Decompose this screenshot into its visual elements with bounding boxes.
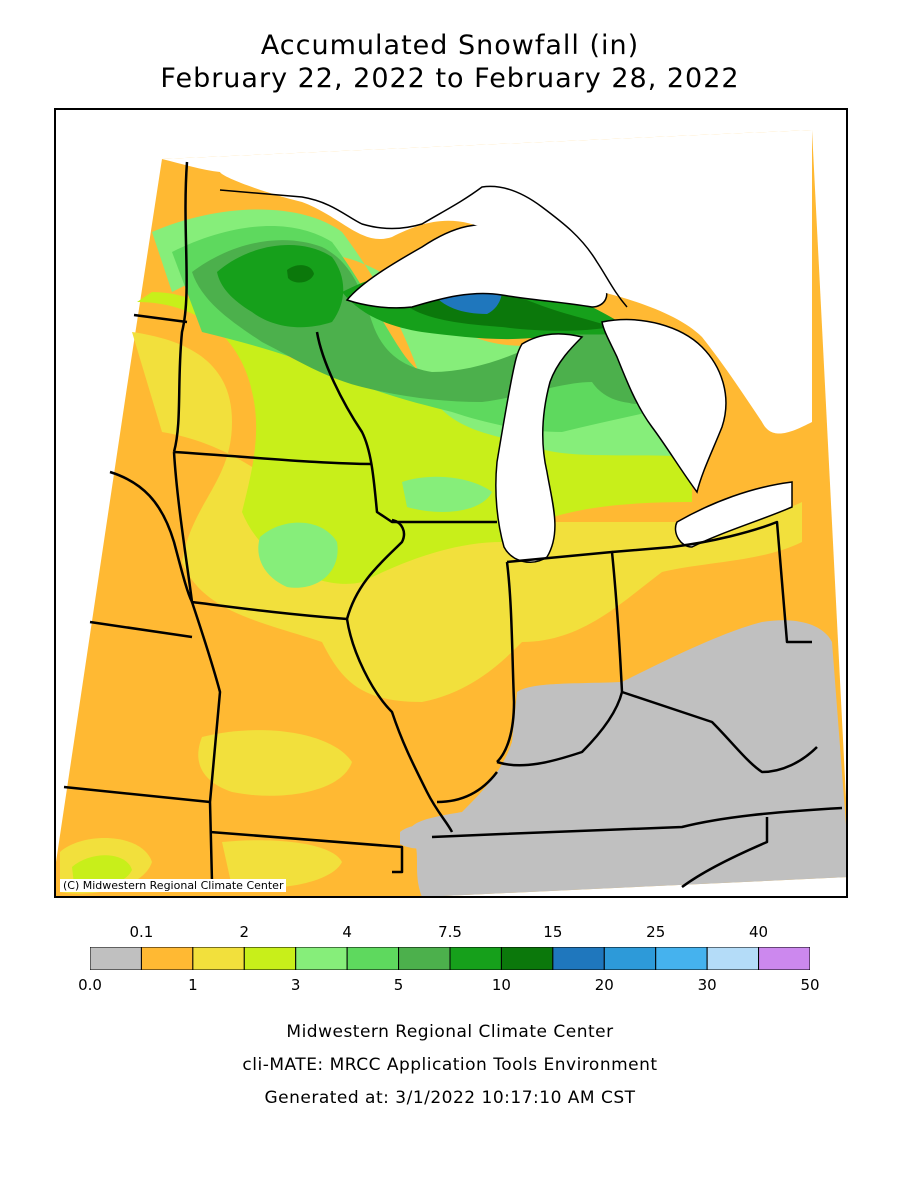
snow-band-1-2 — [132, 332, 802, 702]
legend-swatch — [500, 947, 554, 970]
snow-band-10-15 — [287, 265, 314, 283]
snow-band-75-10 — [217, 245, 344, 328]
lake-erie — [674, 481, 793, 548]
map-canvas — [56, 130, 846, 896]
legend-bottom-label: 30 — [697, 976, 717, 994]
legend-swatch — [603, 947, 657, 970]
legend-bottom-label: 10 — [491, 976, 511, 994]
legend-bottom-label: 50 — [800, 976, 820, 994]
legend-top-label: 4 — [342, 923, 352, 941]
canada-border — [219, 185, 628, 308]
legend-bottom-label: 3 — [290, 976, 301, 994]
legend-bottom-label: 0.0 — [78, 976, 102, 994]
footer-tool-name: cli-MATE: MRCC Application Tools Environ… — [242, 1055, 658, 1075]
footer-organization: Midwestern Regional Climate Center — [286, 1022, 614, 1042]
snow-band-1-2 — [198, 730, 352, 796]
legend-top-label: 25 — [646, 923, 666, 941]
color-legend — [90, 947, 810, 970]
legend-swatch — [346, 947, 400, 970]
map-title: Accumulated Snowfall (in) — [260, 30, 640, 61]
state-borders — [63, 161, 843, 889]
legend-swatch — [192, 947, 245, 970]
snow-band-zero — [400, 825, 450, 849]
legend-swatch — [398, 947, 451, 970]
legend-top-label: 2 — [239, 923, 250, 941]
legend-top-label: 7.5 — [438, 923, 462, 941]
snow-band-3-4 — [402, 476, 492, 512]
legend-top-label: 15 — [543, 923, 563, 941]
snow-band-1-2 — [222, 840, 342, 889]
snowfall-map: (C) Midwestern Regional Climate Center — [54, 108, 848, 898]
legend-bottom-label: 1 — [188, 976, 198, 994]
lake-huron — [601, 318, 727, 494]
copyright-label: (C) Midwestern Regional Climate Center — [60, 879, 287, 892]
footer-generated-time: Generated at: 3/1/2022 10:17:10 AM CST — [264, 1088, 636, 1108]
legend-swatch — [552, 947, 605, 970]
legend-top-label: 0.1 — [129, 923, 154, 941]
snow-band-3-4 — [258, 522, 338, 588]
legend-top-label: 40 — [749, 923, 769, 941]
legend-swatch — [295, 947, 348, 970]
snow-band-2-3 — [72, 855, 132, 887]
legend-bottom-label: 5 — [393, 976, 404, 994]
lake-superior — [345, 224, 608, 309]
legend-swatch — [655, 947, 708, 970]
legend-swatch — [758, 947, 810, 970]
legend-swatch — [90, 947, 142, 970]
legend-swatch — [243, 947, 297, 970]
legend-bottom-label: 20 — [594, 976, 614, 994]
legend-swatch — [140, 947, 194, 970]
map-date-range: February 22, 2022 to February 28, 2022 — [160, 63, 740, 94]
legend-swatch — [706, 947, 760, 970]
snow-band-zero — [410, 620, 846, 896]
legend-swatch — [449, 947, 502, 970]
canada-region — [162, 130, 812, 434]
